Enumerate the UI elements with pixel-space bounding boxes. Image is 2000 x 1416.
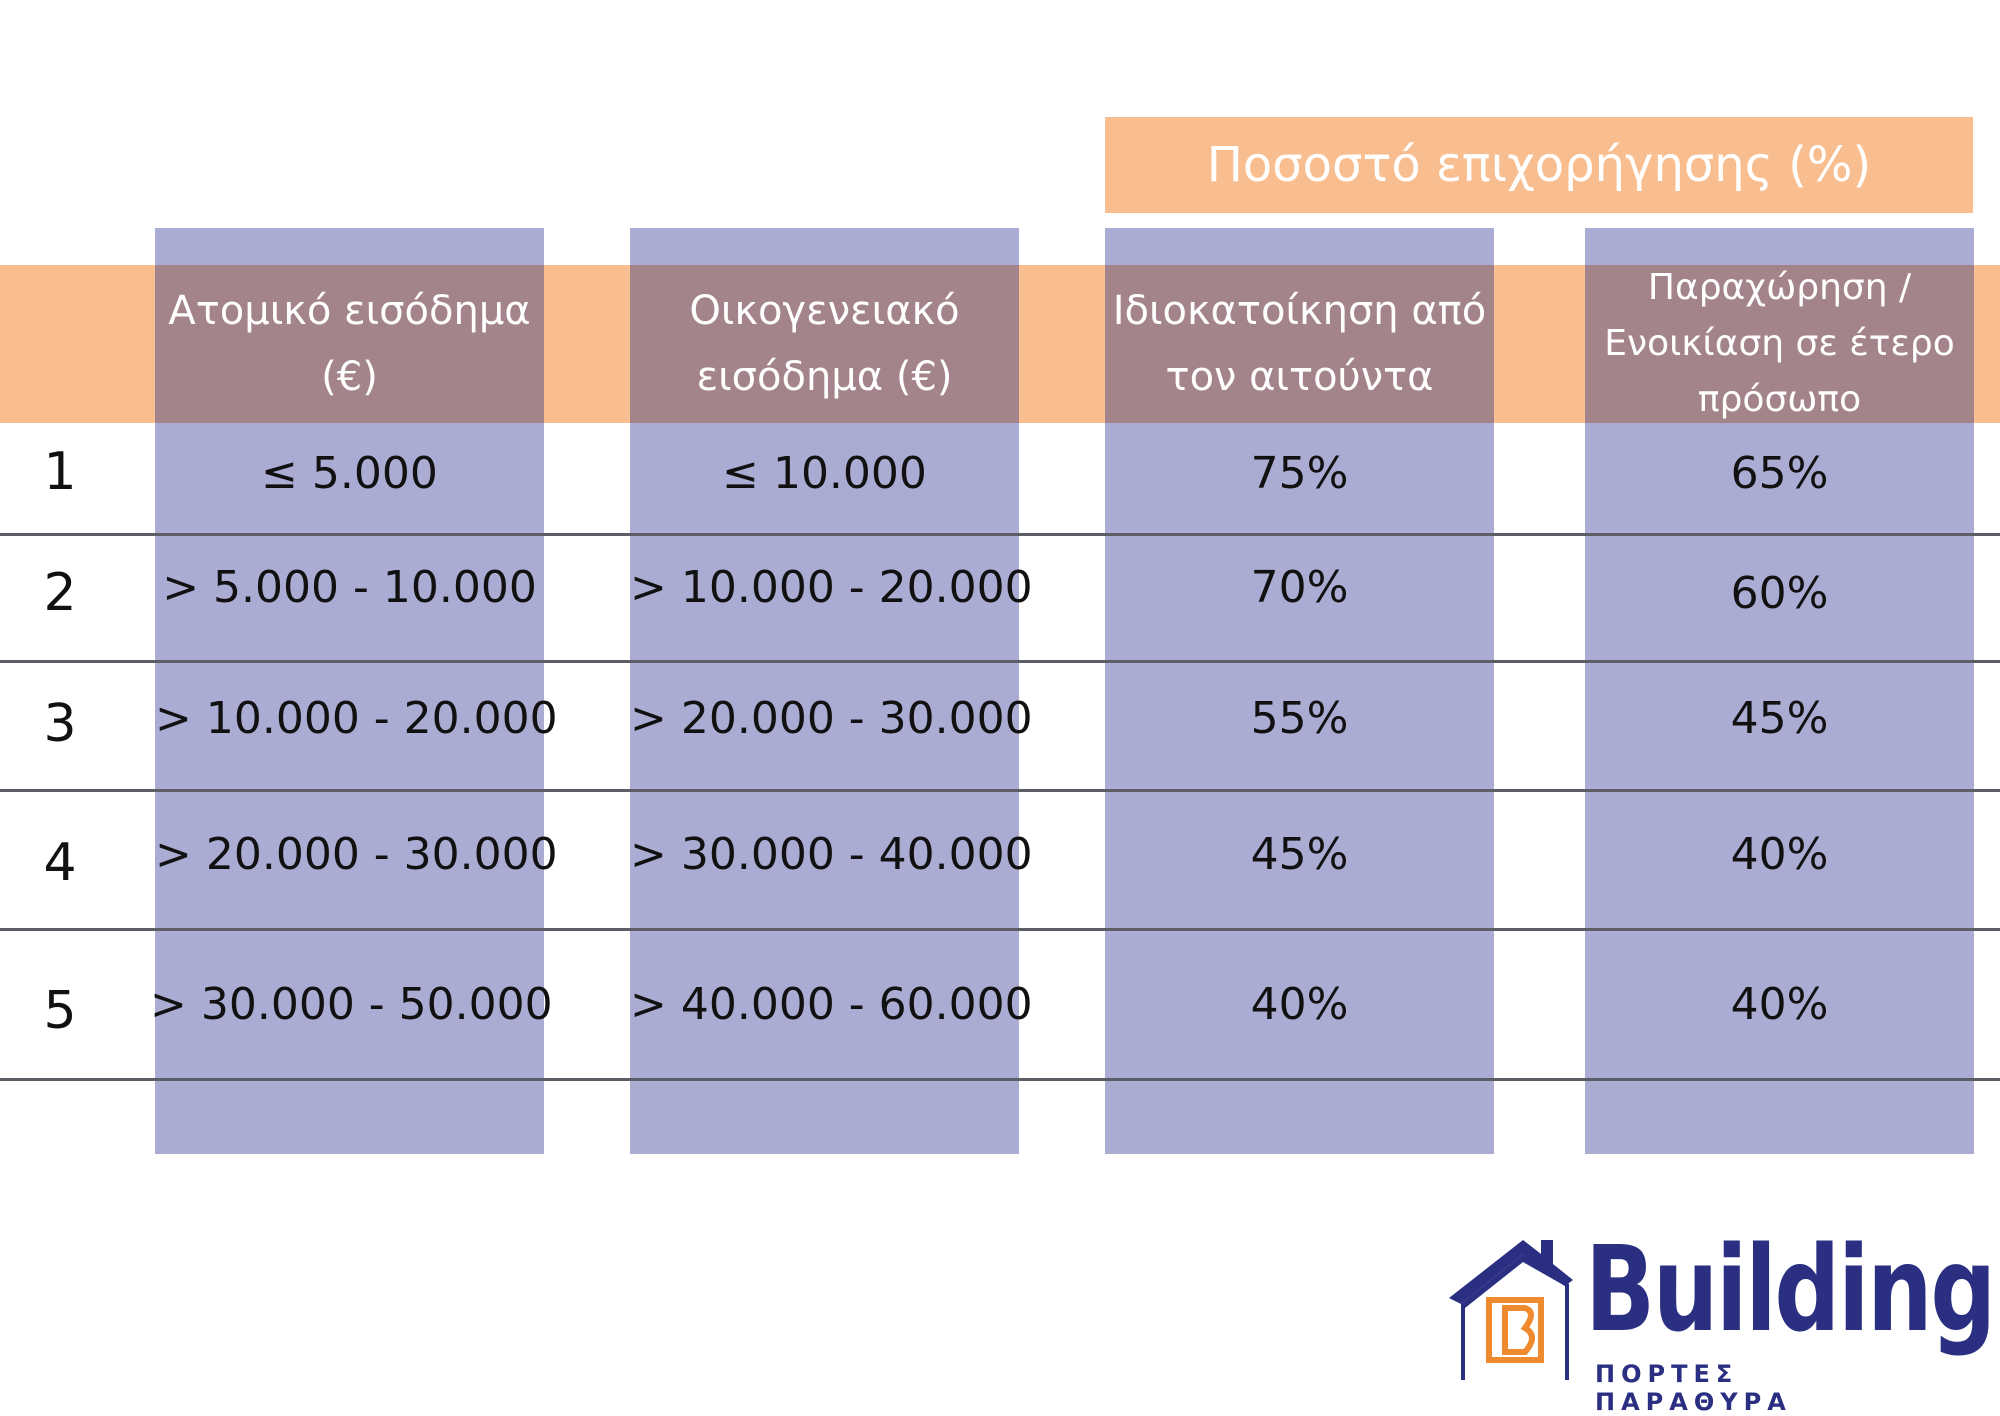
row-number: 3 bbox=[43, 694, 77, 754]
row-number: 5 bbox=[43, 981, 77, 1041]
brand-logo: Building ΠΟΡΤΕΣ ΠΑΡΑΘΥΡΑ bbox=[1445, 1220, 1996, 1416]
row-divider bbox=[0, 1078, 2000, 1081]
cell-rented: 45% bbox=[1730, 693, 1829, 744]
cell-rented: 65% bbox=[1730, 448, 1829, 499]
header-cell-family bbox=[630, 265, 1019, 423]
cell-family-income: > 20.000 - 30.000 bbox=[630, 693, 1033, 744]
header-family-income: Οικογενειακό εισόδημα (€) bbox=[689, 288, 960, 400]
logo-wordmark: Building bbox=[1585, 1220, 1996, 1358]
cell-family-income: ≤ 10.000 bbox=[722, 448, 927, 499]
cell-rented: 60% bbox=[1730, 568, 1829, 619]
cell-individual-income: > 30.000 - 50.000 bbox=[150, 979, 553, 1030]
row-number: 4 bbox=[43, 833, 77, 893]
header-individual-income: Ατομικό εισόδημα (€) bbox=[168, 288, 531, 400]
cell-rented: 40% bbox=[1730, 829, 1829, 880]
cell-owner-occupied: 75% bbox=[1250, 448, 1349, 499]
cell-owner-occupied: 40% bbox=[1250, 979, 1349, 1030]
header-rented: Παραχώρηση / Ενοικίαση σε έτερο πρόσωπο bbox=[1604, 267, 1955, 420]
cell-family-income: > 10.000 - 20.000 bbox=[630, 562, 1033, 613]
cell-individual-income: > 5.000 - 10.000 bbox=[162, 562, 537, 613]
cell-family-income: > 40.000 - 60.000 bbox=[630, 979, 1033, 1030]
cell-owner-occupied: 70% bbox=[1250, 562, 1349, 613]
cell-individual-income: > 20.000 - 30.000 bbox=[155, 829, 558, 880]
cell-owner-occupied: 45% bbox=[1250, 829, 1349, 880]
row-divider bbox=[0, 660, 2000, 663]
row-number: 2 bbox=[43, 563, 77, 623]
row-number: 1 bbox=[43, 442, 77, 502]
row-divider bbox=[0, 789, 2000, 792]
cell-family-income: > 30.000 - 40.000 bbox=[630, 829, 1033, 880]
cell-individual-income: ≤ 5.000 bbox=[261, 448, 438, 499]
cell-individual-income: > 10.000 - 20.000 bbox=[155, 693, 558, 744]
header-cell-owner bbox=[1105, 265, 1494, 423]
logo-subtitle: ΠΟΡΤΕΣ ΠΑΡΑΘΥΡΑ bbox=[1595, 1360, 1792, 1416]
table-title: Ποσοστό επιχορήγησης (%) bbox=[1105, 117, 1973, 213]
row-divider bbox=[0, 533, 2000, 536]
header-cell-rented bbox=[1585, 265, 1974, 423]
cell-owner-occupied: 55% bbox=[1250, 693, 1349, 744]
house-icon bbox=[1449, 1240, 1573, 1380]
cell-rented: 40% bbox=[1730, 979, 1829, 1030]
header-owner-occupied: Ιδιοκατοίκηση από τον αιτούντα bbox=[1112, 288, 1487, 400]
row-divider bbox=[0, 928, 2000, 931]
header-cell-individual bbox=[155, 265, 544, 423]
